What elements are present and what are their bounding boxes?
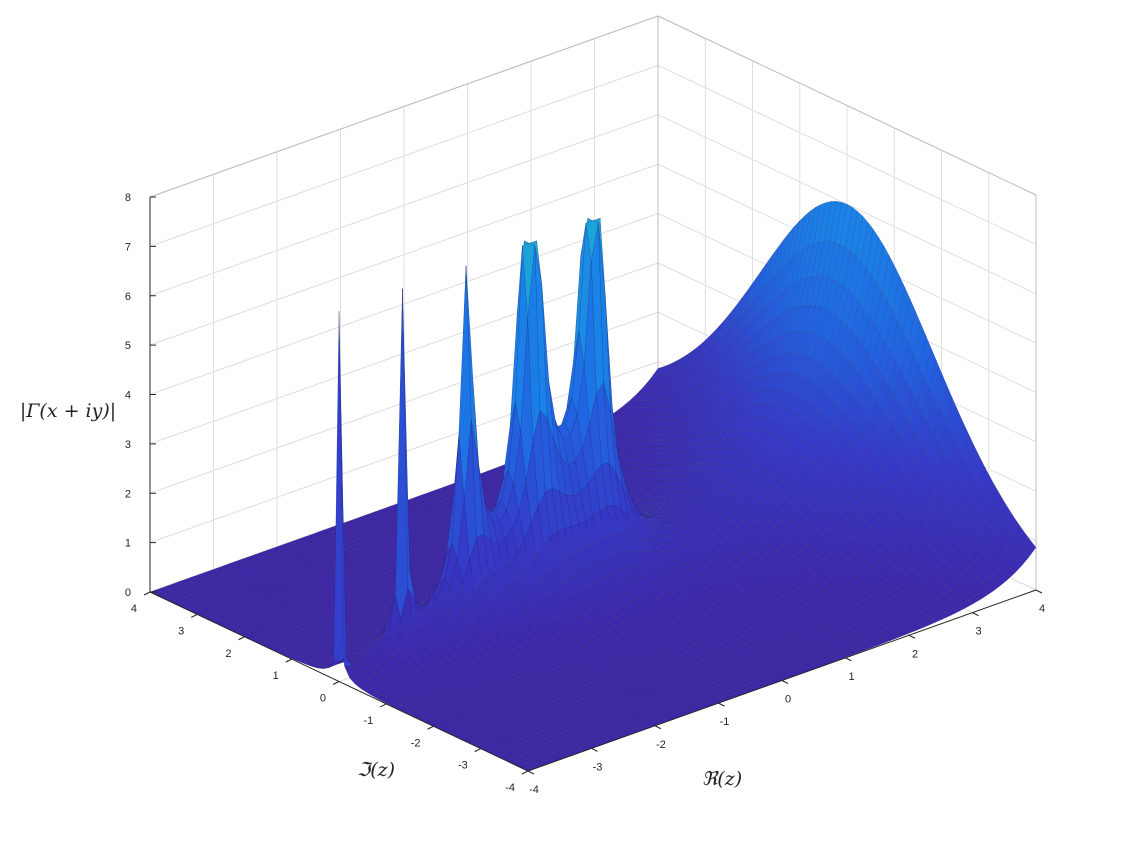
grid-line — [149, 163, 659, 346]
grid-line — [149, 213, 659, 395]
grid-line — [657, 64, 1037, 245]
box-edge — [657, 15, 1037, 196]
box-edge — [149, 15, 659, 198]
grid-line — [149, 64, 659, 247]
grid-line — [149, 114, 659, 297]
surface-layer — [149, 201, 1037, 772]
